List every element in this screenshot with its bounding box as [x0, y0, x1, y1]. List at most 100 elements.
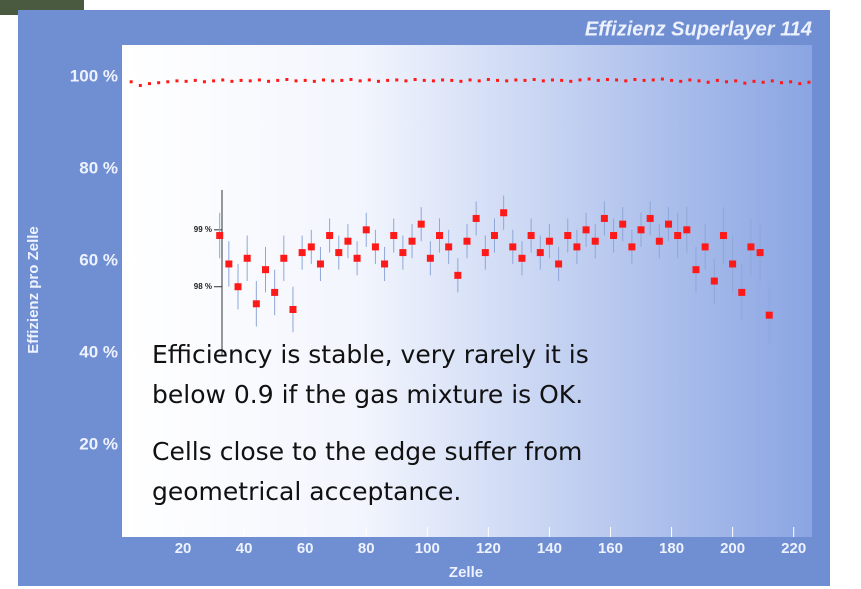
point: [271, 289, 278, 296]
point: [299, 249, 306, 256]
point: [253, 300, 260, 307]
point: [359, 79, 362, 82]
slide: Effizienz Superlayer 114 Zelle Effizienz…: [0, 0, 861, 589]
point: [789, 80, 792, 83]
point: [157, 81, 160, 84]
point: [285, 78, 288, 81]
point: [322, 78, 325, 81]
point: [647, 215, 654, 222]
point: [441, 78, 444, 81]
x-tick-label: 100: [415, 540, 440, 557]
y-tick-label: 100 %: [70, 67, 118, 86]
x-tick-label: 120: [476, 540, 501, 557]
point: [249, 79, 252, 82]
point: [606, 78, 609, 81]
point: [459, 80, 462, 83]
point: [743, 82, 746, 85]
x-tick-label: 60: [297, 540, 314, 557]
point: [738, 289, 745, 296]
point: [533, 78, 536, 81]
point: [537, 249, 544, 256]
point: [780, 81, 783, 84]
point: [747, 243, 754, 250]
point: [185, 80, 188, 83]
point: [619, 221, 626, 228]
point: [349, 78, 352, 81]
point: [560, 79, 563, 82]
y-tick-label: 60 %: [79, 251, 118, 270]
point: [304, 79, 307, 82]
point: [469, 78, 472, 81]
point: [725, 80, 728, 83]
point: [661, 78, 664, 81]
point: [491, 232, 498, 239]
point: [427, 255, 434, 262]
point: [482, 249, 489, 256]
y-tick-label: 98 %: [194, 282, 212, 291]
point: [313, 80, 316, 83]
point: [148, 82, 151, 85]
x-tick-label: 220: [781, 540, 806, 557]
point: [652, 78, 655, 81]
point: [711, 278, 718, 285]
point: [235, 283, 242, 290]
point: [752, 80, 755, 83]
point: [555, 260, 562, 267]
point: [665, 221, 672, 228]
point: [340, 79, 343, 82]
point: [280, 255, 287, 262]
point: [445, 243, 452, 250]
x-tick-label: 160: [598, 540, 623, 557]
point: [395, 78, 398, 81]
point: [363, 226, 370, 233]
point: [139, 84, 142, 87]
point: [326, 232, 333, 239]
point: [221, 78, 224, 81]
point: [610, 232, 617, 239]
point: [240, 79, 243, 82]
point: [807, 81, 810, 84]
point: [399, 249, 406, 256]
point: [588, 78, 591, 81]
point: [505, 79, 508, 82]
point: [308, 243, 315, 250]
point: [464, 238, 471, 245]
point: [578, 78, 581, 81]
point: [335, 249, 342, 256]
x-tick-label: 180: [659, 540, 684, 557]
point: [473, 215, 480, 222]
point: [514, 78, 517, 81]
point: [656, 238, 663, 245]
chart-title: Effizienz Superlayer 114: [585, 18, 812, 40]
annotation: Cells close to the edge suffer from geom…: [152, 432, 652, 512]
point: [212, 79, 215, 82]
x-tick-label: 40: [236, 540, 253, 557]
point: [509, 243, 516, 250]
point: [381, 260, 388, 267]
y-tick-label: 80 %: [79, 159, 118, 178]
point: [692, 266, 699, 273]
point: [546, 238, 553, 245]
point: [707, 81, 710, 84]
point: [372, 243, 379, 250]
y-axis-label: Effizienz pro Zelle: [25, 226, 42, 354]
point: [244, 255, 251, 262]
x-tick-label: 80: [358, 540, 375, 557]
point: [450, 79, 453, 82]
annotations: Efficiency is stable, very rarely it is …: [152, 335, 652, 529]
point: [386, 79, 389, 82]
point: [225, 260, 232, 267]
x-axis-label: Zelle: [449, 564, 483, 581]
point: [496, 79, 499, 82]
point: [766, 312, 773, 319]
point: [597, 79, 600, 82]
annotation: Efficiency is stable, very rarely it is …: [152, 335, 652, 415]
point: [528, 232, 535, 239]
point: [423, 79, 426, 82]
point: [500, 209, 507, 216]
point: [276, 79, 279, 82]
point: [354, 255, 361, 262]
point: [295, 79, 298, 82]
point: [317, 260, 324, 267]
point: [487, 78, 490, 81]
